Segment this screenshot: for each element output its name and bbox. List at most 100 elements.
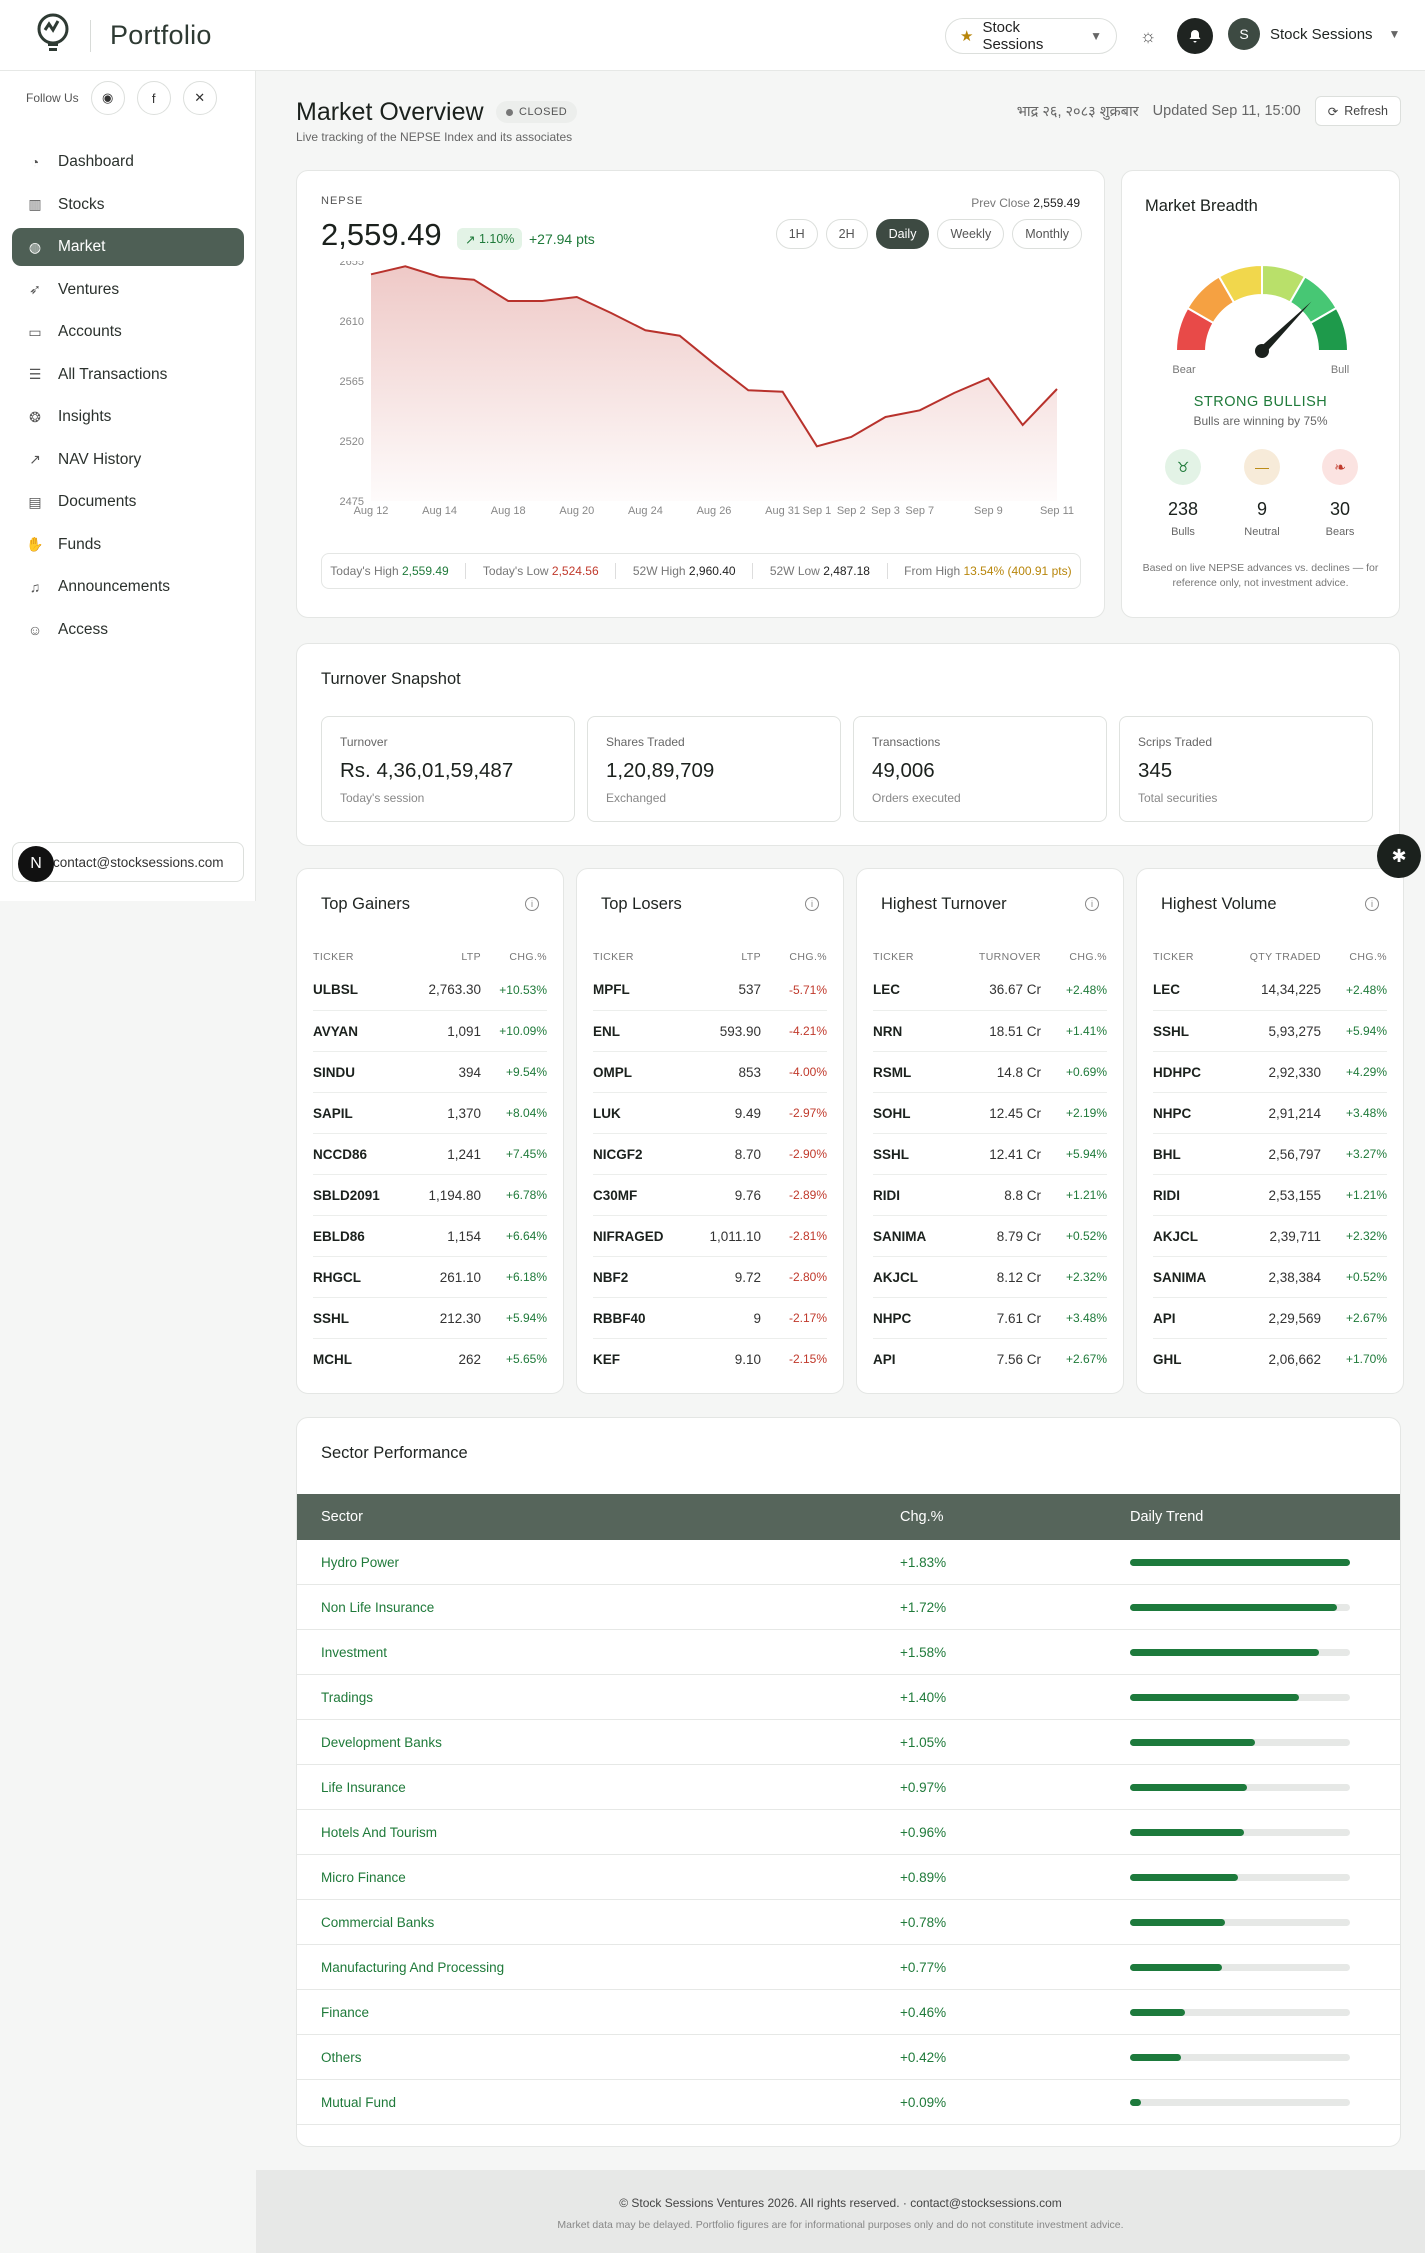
- facebook-icon[interactable]: f: [136, 81, 171, 115]
- table-row[interactable]: RHGCL 261.10 +6.18%: [313, 1256, 547, 1297]
- table-row[interactable]: AVYAN 1,091 +10.09%: [313, 1010, 547, 1051]
- table-row[interactable]: NBF2 9.72 -2.80%: [593, 1256, 827, 1297]
- info-icon[interactable]: i: [1365, 897, 1379, 911]
- table-row[interactable]: LUK 9.49 -2.97%: [593, 1092, 827, 1133]
- sidebar-item-ventures[interactable]: ➶ Ventures: [12, 271, 244, 309]
- table-row[interactable]: HDHPC 2,92,330 +4.29%: [1153, 1051, 1387, 1092]
- sector-name[interactable]: Micro Finance: [321, 1870, 406, 1885]
- x-icon[interactable]: ✕: [182, 81, 217, 115]
- sidebar-item-accounts[interactable]: ▭ Accounts: [12, 313, 244, 351]
- sector-name[interactable]: Finance: [321, 2005, 370, 2020]
- sector-row[interactable]: Mutual Fund +0.09%: [297, 2080, 1400, 2125]
- sector-name[interactable]: Others: [321, 2050, 362, 2065]
- sector-row[interactable]: Tradings +1.40%: [297, 1675, 1400, 1720]
- sidebar-item-access[interactable]: ☺ Access: [12, 611, 244, 649]
- sector-row[interactable]: Investment +1.58%: [297, 1630, 1400, 1675]
- table-row[interactable]: SSHL 5,93,275 +5.94%: [1153, 1010, 1387, 1051]
- sector-name[interactable]: Life Insurance: [321, 1780, 406, 1795]
- sector-name[interactable]: Non Life Insurance: [321, 1600, 435, 1615]
- sidebar-item-stocks[interactable]: ▥ Stocks: [12, 186, 244, 224]
- table-row[interactable]: LEC 14,34,225 +2.48%: [1153, 969, 1387, 1010]
- table-row[interactable]: NCCD86 1,241 +7.45%: [313, 1133, 547, 1174]
- table-row[interactable]: NHPC 2,91,214 +3.48%: [1153, 1092, 1387, 1133]
- sector-row[interactable]: Micro Finance +0.89%: [297, 1855, 1400, 1900]
- sector-row[interactable]: Life Insurance +0.97%: [297, 1765, 1400, 1810]
- table-row[interactable]: RSML 14.8 Cr +0.69%: [873, 1051, 1107, 1092]
- sidebar-item-announcements[interactable]: ♫ Announcements: [12, 568, 244, 606]
- table-row[interactable]: RIDI 2,53,155 +1.21%: [1153, 1174, 1387, 1215]
- table-row[interactable]: RIDI 8.8 Cr +1.21%: [873, 1174, 1107, 1215]
- sidebar-item-funds[interactable]: ✋ Funds: [12, 526, 244, 564]
- tab-daily[interactable]: Daily: [875, 219, 930, 249]
- sidebar-item-all-transactions[interactable]: ☰ All Transactions: [12, 356, 244, 394]
- table-row[interactable]: C30MF 9.76 -2.89%: [593, 1174, 827, 1215]
- info-icon[interactable]: i: [805, 897, 819, 911]
- sector-row[interactable]: Commercial Banks +0.78%: [297, 1900, 1400, 1945]
- table-row[interactable]: AKJCL 8.12 Cr +2.32%: [873, 1256, 1107, 1297]
- table-row[interactable]: NICGF2 8.70 -2.90%: [593, 1133, 827, 1174]
- sector-row[interactable]: Development Banks +1.05%: [297, 1720, 1400, 1765]
- sector-name[interactable]: Commercial Banks: [321, 1915, 435, 1930]
- discord-icon[interactable]: ◉: [90, 81, 125, 115]
- table-row[interactable]: BHL 2,56,797 +3.27%: [1153, 1133, 1387, 1174]
- sector-row[interactable]: Non Life Insurance +1.72%: [297, 1585, 1400, 1630]
- sidebar-item-dashboard[interactable]: ◔ Dashboard: [12, 143, 244, 181]
- table-row[interactable]: API 7.56 Cr +2.67%: [873, 1338, 1107, 1379]
- table-row[interactable]: NRN 18.51 Cr +1.41%: [873, 1010, 1107, 1051]
- table-row[interactable]: ENL 593.90 -4.21%: [593, 1010, 827, 1051]
- notifications-button[interactable]: [1177, 18, 1213, 54]
- table-row[interactable]: LEC 36.67 Cr +2.48%: [873, 969, 1107, 1010]
- table-row[interactable]: GHL 2,06,662 +1.70%: [1153, 1338, 1387, 1379]
- tab-2h[interactable]: 2H: [825, 219, 868, 249]
- sector-name[interactable]: Mutual Fund: [321, 2095, 397, 2110]
- table-row[interactable]: KEF 9.10 -2.15%: [593, 1338, 827, 1379]
- table-row[interactable]: AKJCL 2,39,711 +2.32%: [1153, 1215, 1387, 1256]
- session-selector[interactable]: ★ Stock Sessions ▼: [945, 18, 1117, 54]
- sidebar-item-insights[interactable]: ❂ Insights: [12, 398, 244, 436]
- sector-name[interactable]: Development Banks: [321, 1735, 442, 1750]
- sector-row[interactable]: Finance +0.46%: [297, 1990, 1400, 2035]
- table-row[interactable]: EBLD86 1,154 +6.64%: [313, 1215, 547, 1256]
- theme-toggle-sun-icon[interactable]: ☼: [1139, 26, 1157, 46]
- table-row[interactable]: NHPC 7.61 Cr +3.48%: [873, 1297, 1107, 1338]
- table-row[interactable]: SSHL 212.30 +5.94%: [313, 1297, 547, 1338]
- sector-name[interactable]: Hotels And Tourism: [321, 1825, 438, 1840]
- tab-1h[interactable]: 1H: [775, 219, 818, 249]
- table-row[interactable]: NIFRAGED 1,011.10 -2.81%: [593, 1215, 827, 1256]
- table-row[interactable]: OMPL 853 -4.00%: [593, 1051, 827, 1092]
- table-row[interactable]: MPFL 537 -5.71%: [593, 969, 827, 1010]
- table-row[interactable]: API 2,29,569 +2.67%: [1153, 1297, 1387, 1338]
- bug-report-button[interactable]: ✱: [1377, 834, 1421, 878]
- table-row[interactable]: SANIMA 2,38,384 +0.52%: [1153, 1256, 1387, 1297]
- sector-row[interactable]: Manufacturing And Processing +0.77%: [297, 1945, 1400, 1990]
- ticker: RIDI: [1153, 1187, 1180, 1203]
- sector-name[interactable]: Investment: [321, 1645, 388, 1660]
- table-row[interactable]: SBLD2091 1,194.80 +6.78%: [313, 1174, 547, 1215]
- tab-monthly[interactable]: Monthly: [1012, 219, 1082, 249]
- sector-row[interactable]: Others +0.42%: [297, 2035, 1400, 2080]
- table-row[interactable]: MCHL 262 +5.65%: [313, 1338, 547, 1379]
- user-menu[interactable]: S Stock Sessions ▼: [1228, 18, 1400, 50]
- sidebar-item-market[interactable]: ◍ Market: [12, 228, 244, 266]
- sector-row[interactable]: Hydro Power +1.83%: [297, 1540, 1400, 1585]
- contact-email[interactable]: contact@stocksessions.com: [12, 842, 244, 882]
- refresh-button[interactable]: ⟳ Refresh: [1314, 96, 1401, 126]
- table-row[interactable]: SANIMA 8.79 Cr +0.52%: [873, 1215, 1107, 1256]
- sidebar-item-documents[interactable]: ▤ Documents: [12, 483, 244, 521]
- info-icon[interactable]: i: [1085, 897, 1099, 911]
- sidebar-item-nav-history[interactable]: ↗ NAV History: [12, 441, 244, 479]
- table-row[interactable]: SOHL 12.45 Cr +2.19%: [873, 1092, 1107, 1133]
- n-badge[interactable]: N: [18, 846, 54, 882]
- change: -2.89%: [788, 1188, 827, 1202]
- tab-weekly[interactable]: Weekly: [937, 219, 1005, 249]
- sector-name[interactable]: Hydro Power: [321, 1555, 400, 1570]
- table-row[interactable]: SAPIL 1,370 +8.04%: [313, 1092, 547, 1133]
- sector-row[interactable]: Hotels And Tourism +0.96%: [297, 1810, 1400, 1855]
- table-row[interactable]: SINDU 394 +9.54%: [313, 1051, 547, 1092]
- sector-name[interactable]: Tradings: [321, 1690, 374, 1705]
- table-row[interactable]: RBBF40 9 -2.17%: [593, 1297, 827, 1338]
- sector-name[interactable]: Manufacturing And Processing: [321, 1960, 505, 1975]
- table-row[interactable]: ULBSL 2,763.30 +10.53%: [313, 969, 547, 1010]
- table-row[interactable]: SSHL 12.41 Cr +5.94%: [873, 1133, 1107, 1174]
- info-icon[interactable]: i: [525, 897, 539, 911]
